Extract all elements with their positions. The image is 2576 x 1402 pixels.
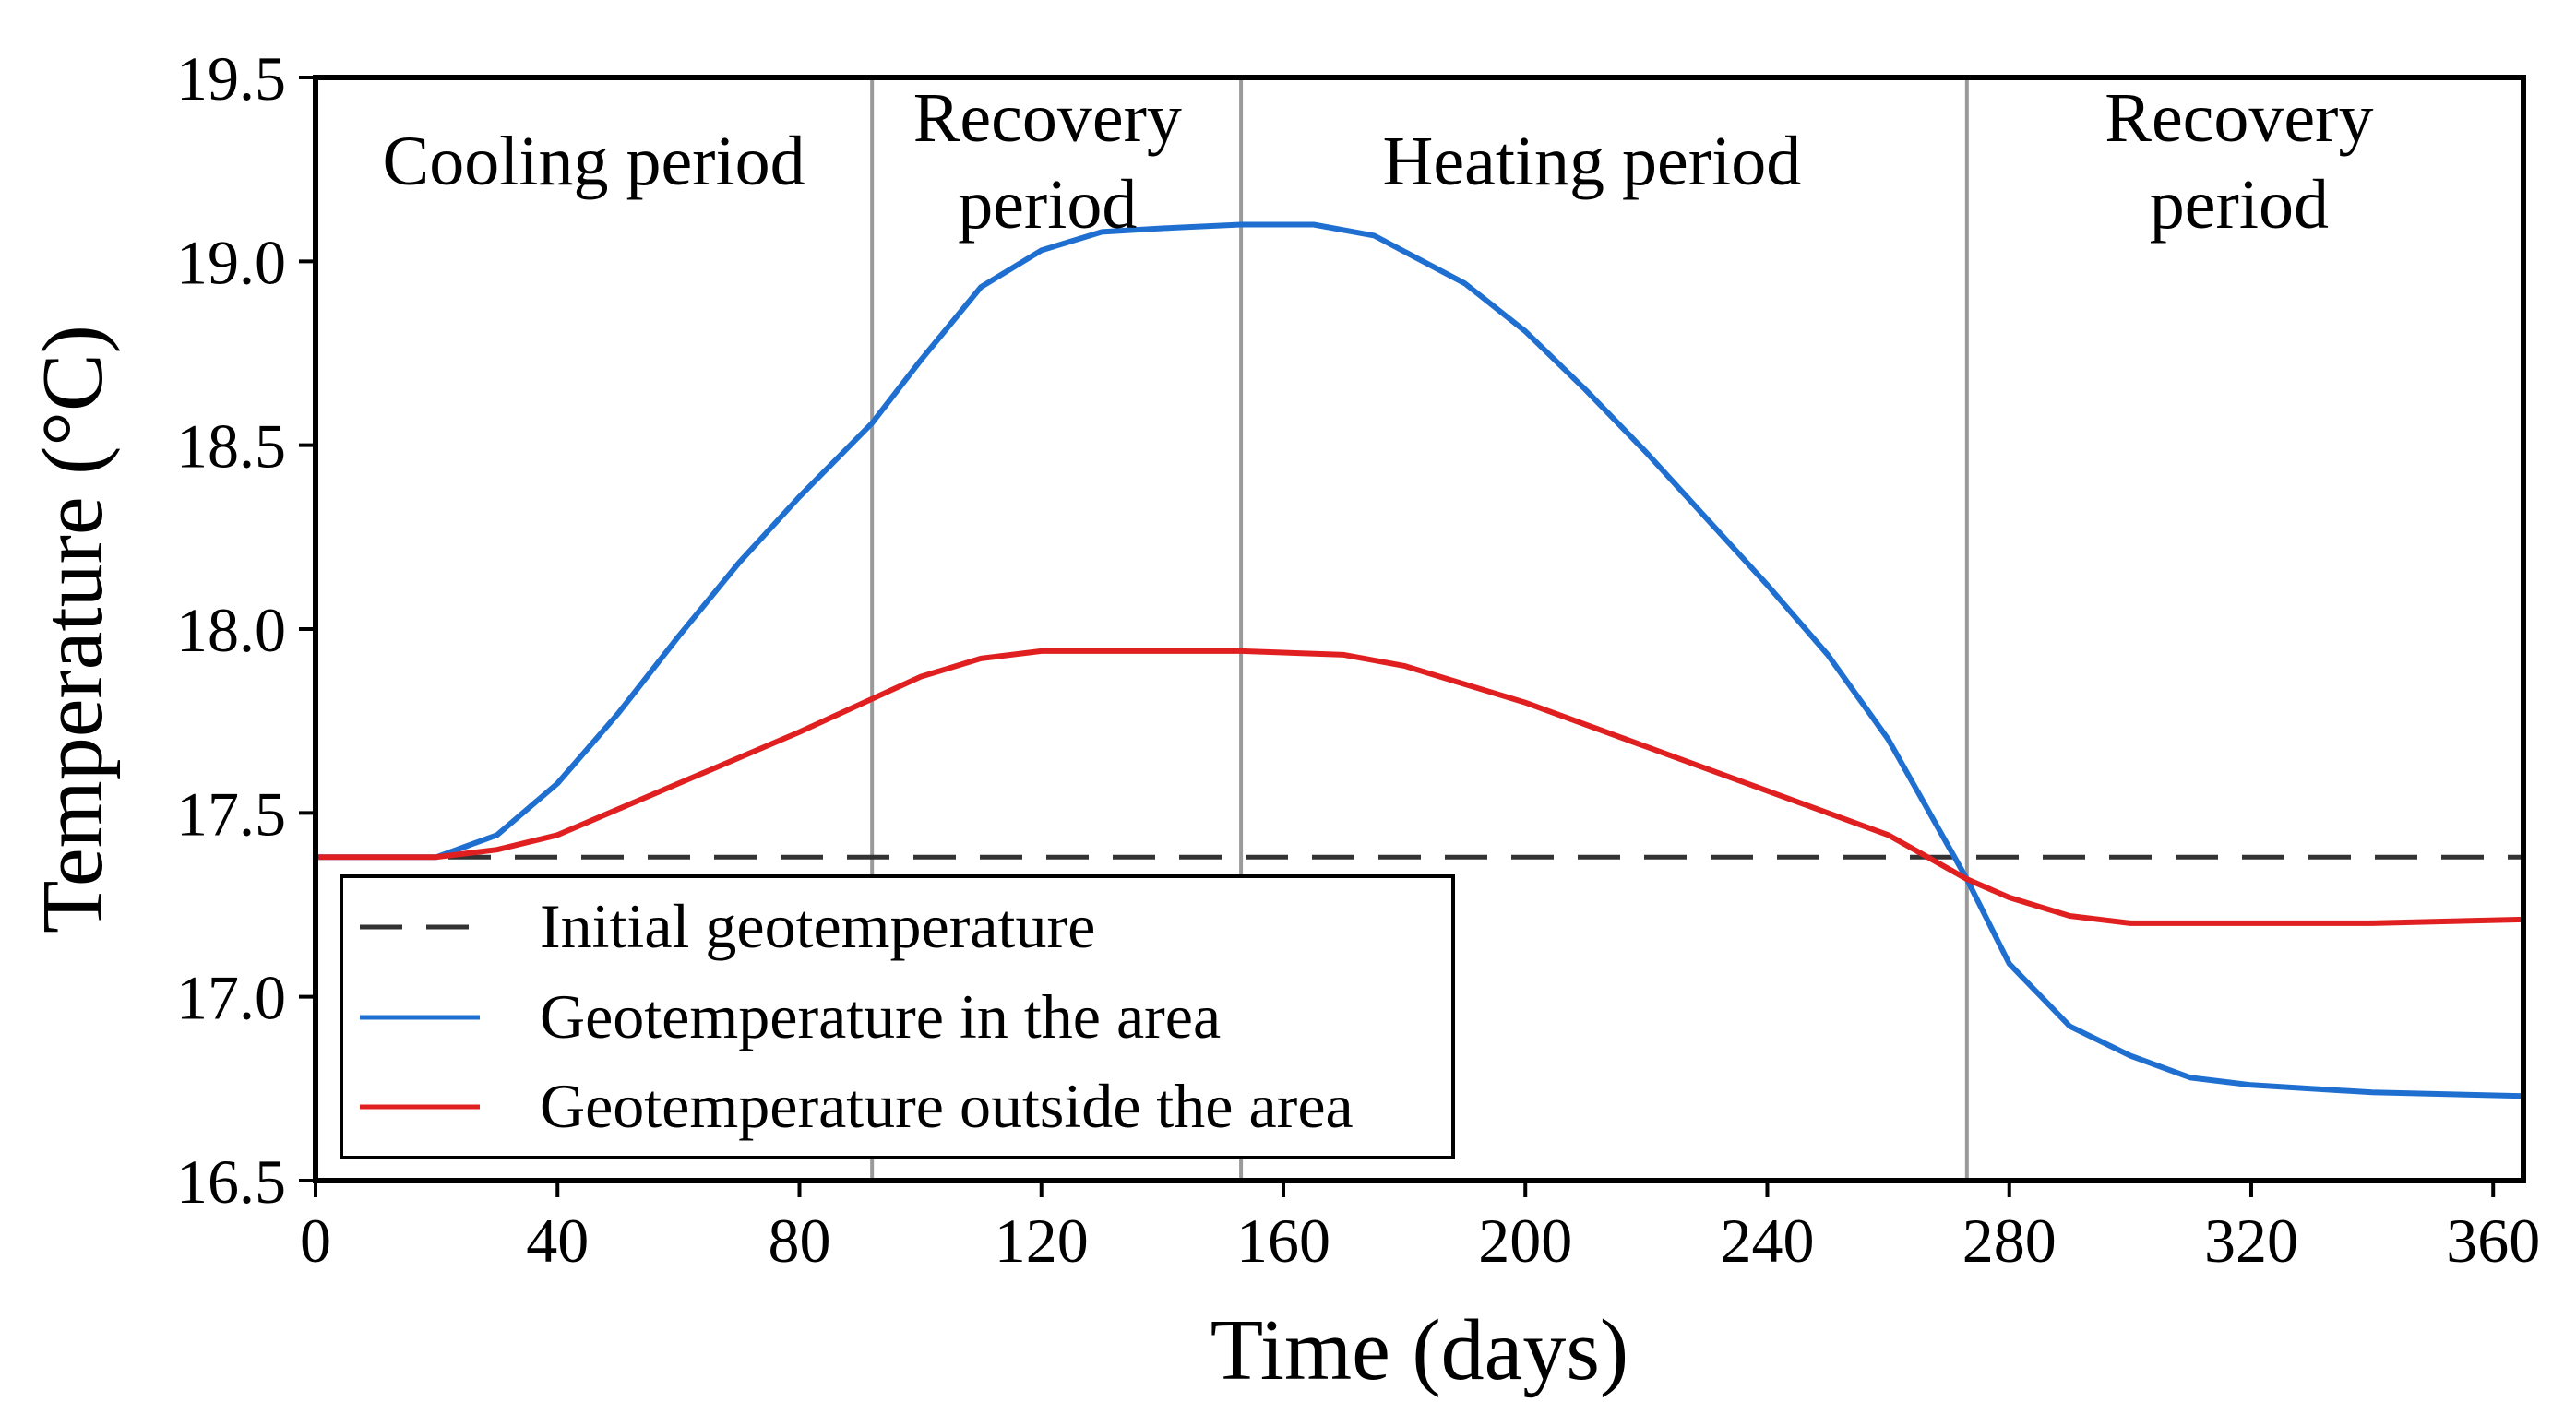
y-tick-label: 18.0 <box>176 595 286 665</box>
x-axis-title: Time (days) <box>1210 1302 1628 1398</box>
x-tick-label: 200 <box>1478 1206 1572 1276</box>
x-tick-label: 280 <box>1962 1206 2057 1276</box>
y-tick-label: 18.5 <box>176 411 286 481</box>
x-tick-label: 80 <box>768 1206 830 1276</box>
y-axis-title: Temperature (°C) <box>25 325 121 933</box>
y-tick-label: 17.0 <box>176 963 286 1033</box>
period-label-1-line-1: period <box>958 166 1137 244</box>
y-tick-label: 19.0 <box>176 227 286 297</box>
legend-label-geotemperature-outside-area: Geotemperature outside the area <box>540 1071 1354 1141</box>
series-line-geotemperature-in-the-area <box>313 221 2526 1099</box>
x-tick-label: 240 <box>1720 1206 1814 1276</box>
x-tick-label: 360 <box>2446 1206 2540 1276</box>
x-tick-label: 40 <box>526 1206 589 1276</box>
series-line-geotemperature-outside-the-area <box>313 648 2526 926</box>
x-tick-label: 0 <box>300 1206 331 1276</box>
legend-label-initial-geotemperature: Initial geotemperature <box>540 891 1095 961</box>
y-tick-label: 16.5 <box>176 1147 286 1217</box>
legend-label-geotemperature-in-area: Geotemperature in the area <box>540 981 1221 1052</box>
period-labels: Cooling period Recovery period Heating peri… <box>383 79 2374 244</box>
legend: Initial geotemperature Geotemperature in… <box>340 874 1455 1159</box>
period-label-3-line-0: Recovery <box>2105 79 2373 157</box>
legend-box <box>340 874 1455 1159</box>
period-label-2-line-0: Heating period <box>1382 123 1801 200</box>
x-tick-label: 160 <box>1236 1206 1330 1276</box>
period-label-3-line-1: period <box>2150 166 2329 244</box>
y-axis: 16.5 17.0 17.5 18.0 18.5 19.0 19.5 <box>176 43 316 1217</box>
y-tick-label: 17.5 <box>176 778 286 849</box>
series-layer <box>313 221 2526 1099</box>
x-axis: 0 40 80 120 160 200 240 280 320 360 <box>300 1181 2540 1276</box>
y-tick-label: 19.5 <box>176 43 286 113</box>
period-label-0-line-0: Cooling period <box>383 123 805 200</box>
period-label-1-line-0: Recovery <box>913 79 1182 157</box>
x-tick-label: 320 <box>2204 1206 2298 1276</box>
x-tick-label: 120 <box>995 1206 1089 1276</box>
